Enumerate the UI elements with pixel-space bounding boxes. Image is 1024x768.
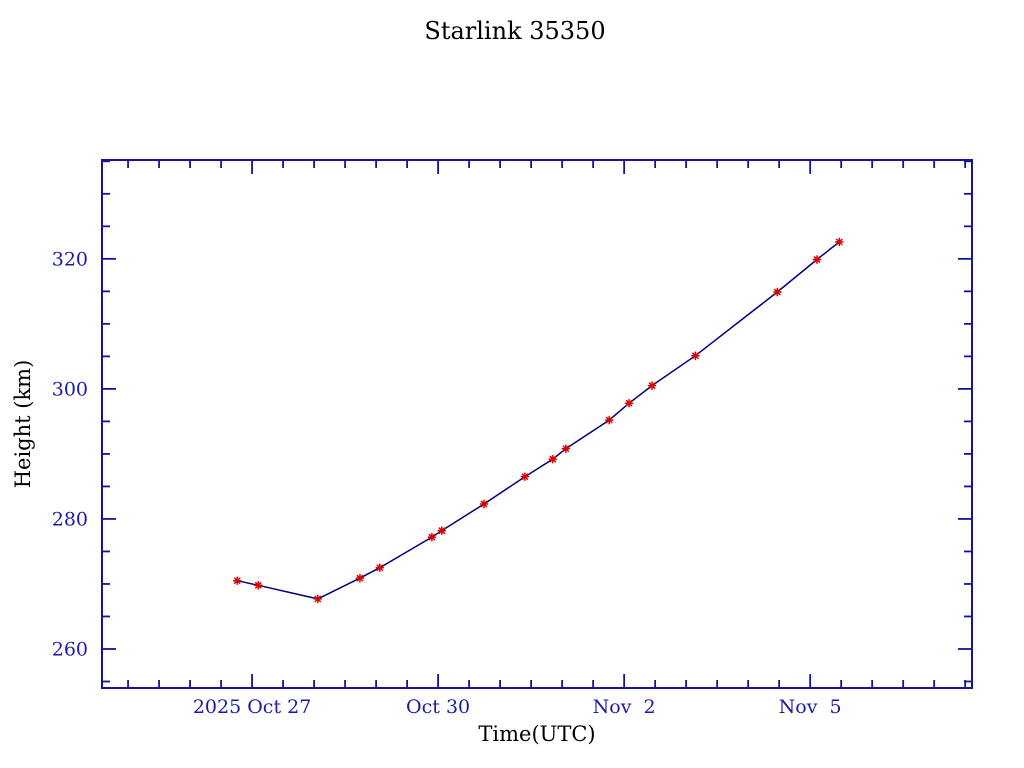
x-tick-label: 2025 Oct 27 — [193, 696, 311, 718]
height-line — [237, 241, 840, 600]
data-series — [232, 237, 844, 604]
plot-frame — [101, 159, 973, 689]
data-point-marker — [375, 563, 385, 573]
y-tick-label: 280 — [52, 508, 88, 530]
data-point-marker — [548, 454, 558, 464]
data-point-marker — [232, 576, 242, 586]
data-point-marker — [812, 255, 822, 264]
data-point-marker — [834, 237, 844, 247]
data-point-marker — [355, 573, 365, 583]
data-point-marker — [772, 287, 782, 297]
y-axis-label: Height (km) — [11, 360, 35, 489]
data-point-marker — [647, 381, 657, 390]
y-tick-label: 300 — [52, 378, 88, 400]
axis-ticks — [102, 160, 972, 688]
x-tick-label: Nov 5 — [779, 696, 842, 718]
y-tick-label: 320 — [52, 248, 88, 270]
data-point-marker — [437, 526, 447, 535]
data-point-marker — [604, 415, 614, 425]
axes-frame — [101, 159, 973, 689]
data-point-marker — [253, 580, 263, 590]
data-point-marker — [313, 594, 323, 604]
chart-title: Starlink 35350 — [424, 17, 605, 45]
x-axis-label: Time(UTC) — [478, 722, 595, 746]
x-tick-label: Nov 2 — [593, 696, 656, 718]
data-point-marker — [691, 351, 700, 361]
data-point-marker — [479, 499, 489, 509]
x-tick-label: Oct 30 — [406, 696, 470, 718]
y-tick-label: 260 — [52, 638, 88, 660]
axis-tick-labels: 2025 Oct 27 Oct 30 Nov 2 Nov 5 260 280 300 320 — [52, 248, 842, 718]
data-point-marker — [561, 444, 571, 454]
data-point-marker — [427, 532, 437, 542]
data-point-marker — [624, 398, 634, 408]
data-point-marker — [520, 472, 530, 482]
